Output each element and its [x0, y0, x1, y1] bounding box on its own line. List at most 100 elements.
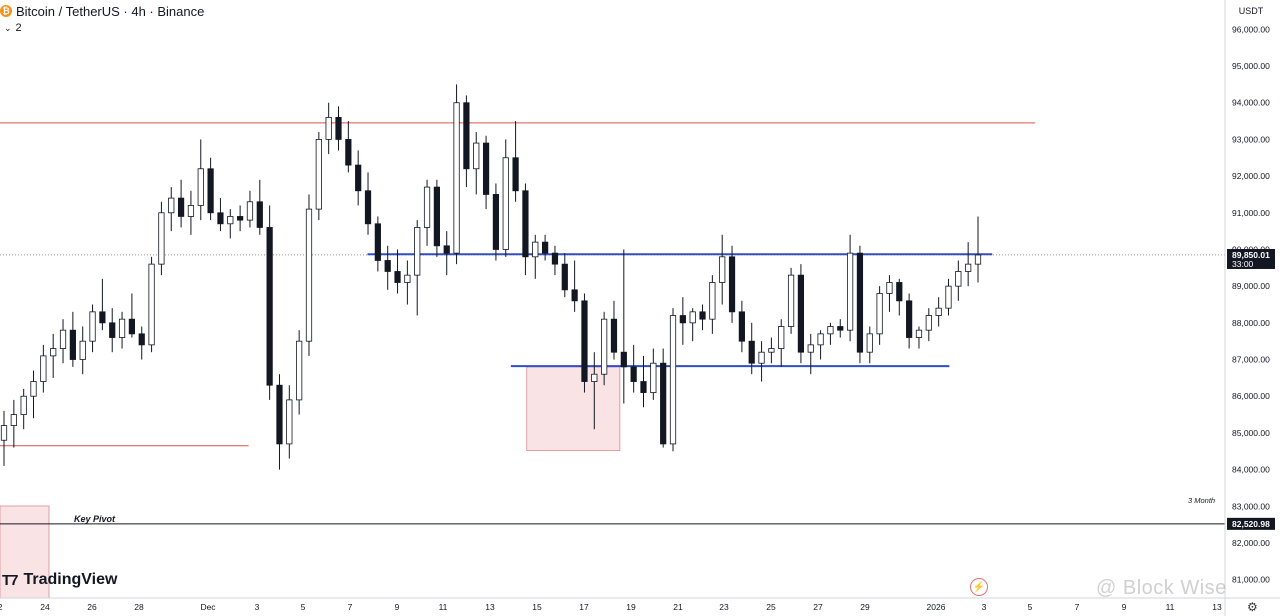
candle-body[interactable] [69, 329, 76, 360]
candle-body[interactable] [974, 254, 982, 265]
currency-selector[interactable]: USDT [1238, 6, 1264, 16]
candle-body[interactable] [797, 274, 805, 353]
candle-body[interactable] [305, 208, 313, 342]
candle-body[interactable] [374, 223, 381, 261]
candle-body[interactable] [915, 329, 923, 338]
candle-body[interactable] [197, 168, 204, 206]
candle-body[interactable] [355, 164, 362, 192]
candle-body[interactable] [345, 139, 352, 166]
candle-body[interactable] [148, 263, 155, 346]
candle-body[interactable] [0, 425, 8, 441]
chevron-down-icon[interactable]: ⌄ [4, 22, 12, 33]
candle-body[interactable] [423, 186, 431, 228]
candle-body[interactable] [846, 252, 854, 331]
candle-body[interactable] [935, 307, 942, 316]
candle-body[interactable] [551, 252, 559, 265]
candle-body[interactable] [709, 282, 716, 320]
candle-body[interactable] [40, 355, 47, 382]
candle-body[interactable] [837, 326, 844, 331]
candle-body[interactable] [246, 201, 254, 221]
candle-body[interactable] [758, 351, 765, 364]
candle-body[interactable] [886, 282, 893, 294]
candle-body[interactable] [168, 197, 175, 214]
candle-body[interactable] [561, 263, 568, 291]
candle-body[interactable] [10, 414, 17, 426]
candle-body[interactable] [679, 315, 686, 324]
candle-body[interactable] [473, 142, 480, 170]
candle-body[interactable] [650, 362, 657, 393]
candle-body[interactable] [640, 381, 647, 393]
candle-body[interactable] [59, 329, 67, 349]
candle-body[interactable] [443, 245, 450, 254]
candle-body[interactable] [394, 271, 401, 283]
candle-body[interactable] [404, 274, 411, 283]
candle-body[interactable] [20, 395, 27, 415]
candle-body[interactable] [325, 116, 332, 140]
candle-body[interactable] [601, 318, 608, 375]
jump-to-realtime-icon[interactable]: ⚡ [970, 578, 988, 596]
candle-body[interactable] [620, 351, 627, 368]
candle-body[interactable] [699, 311, 706, 320]
candle-body[interactable] [286, 399, 293, 445]
indicator-toggle[interactable]: ⌄ 2 [4, 22, 22, 34]
candle-body[interactable] [778, 326, 785, 349]
candle-body[interactable] [315, 139, 322, 210]
candle-body[interactable] [965, 263, 972, 272]
candle-body[interactable] [118, 318, 126, 338]
candle-body[interactable] [689, 311, 696, 324]
candle-body[interactable] [856, 252, 864, 353]
candle-body[interactable] [502, 157, 509, 250]
candle-body[interactable] [177, 197, 185, 217]
candle-body[interactable] [571, 289, 578, 302]
candle-body[interactable] [99, 311, 106, 324]
candle-body[interactable] [522, 190, 529, 258]
candle-body[interactable] [187, 205, 195, 217]
candle-body[interactable] [906, 300, 913, 338]
candle-body[interactable] [955, 271, 962, 287]
candle-body[interactable] [610, 318, 618, 353]
tradingview-logo[interactable]: T7 TradingView [2, 571, 117, 589]
candle-body[interactable] [335, 116, 342, 140]
candle-body[interactable] [876, 293, 883, 335]
candle-body[interactable] [296, 340, 303, 401]
candle-body[interactable] [492, 194, 500, 250]
candle-body[interactable] [591, 373, 598, 382]
candle-body[interactable] [728, 256, 736, 313]
candle-body[interactable] [630, 366, 637, 382]
candle-body[interactable] [453, 102, 460, 254]
candle-body[interactable] [227, 216, 234, 225]
symbol-title[interactable]: Bitcoin / TetherUS · 4h · Binance [16, 3, 205, 19]
candle-body[interactable] [581, 300, 588, 382]
candle-body[interactable] [787, 274, 795, 327]
candle-body[interactable] [364, 190, 372, 225]
candle-body[interactable] [266, 227, 273, 386]
candle-body[interactable] [30, 381, 37, 397]
candle-body[interactable] [237, 216, 244, 221]
candle-body[interactable] [138, 333, 145, 346]
candle-body[interactable] [414, 227, 421, 276]
candle-body[interactable] [217, 212, 224, 225]
candle-body[interactable] [256, 201, 263, 228]
candle-body[interactable] [276, 384, 283, 445]
candle-body[interactable] [660, 362, 667, 445]
candle-body[interactable] [738, 311, 745, 342]
candle-body[interactable] [158, 212, 165, 265]
candle-body[interactable] [896, 282, 903, 302]
candle-body[interactable] [89, 311, 96, 342]
candle-body[interactable] [512, 157, 519, 192]
candle-body[interactable] [817, 333, 824, 346]
candle-body[interactable] [719, 256, 726, 283]
candle-body[interactable] [669, 315, 677, 445]
candle-body[interactable] [748, 340, 755, 364]
candle-body[interactable] [384, 260, 391, 272]
candle-body[interactable] [207, 168, 214, 214]
candle-body[interactable] [542, 241, 549, 254]
candle-body[interactable] [866, 333, 873, 353]
candle-body[interactable] [482, 142, 490, 195]
candle-body[interactable] [827, 326, 834, 335]
candle-body[interactable] [50, 348, 57, 357]
candle-body[interactable] [768, 348, 775, 353]
candle-body[interactable] [433, 186, 440, 247]
candle-body[interactable] [463, 102, 470, 170]
